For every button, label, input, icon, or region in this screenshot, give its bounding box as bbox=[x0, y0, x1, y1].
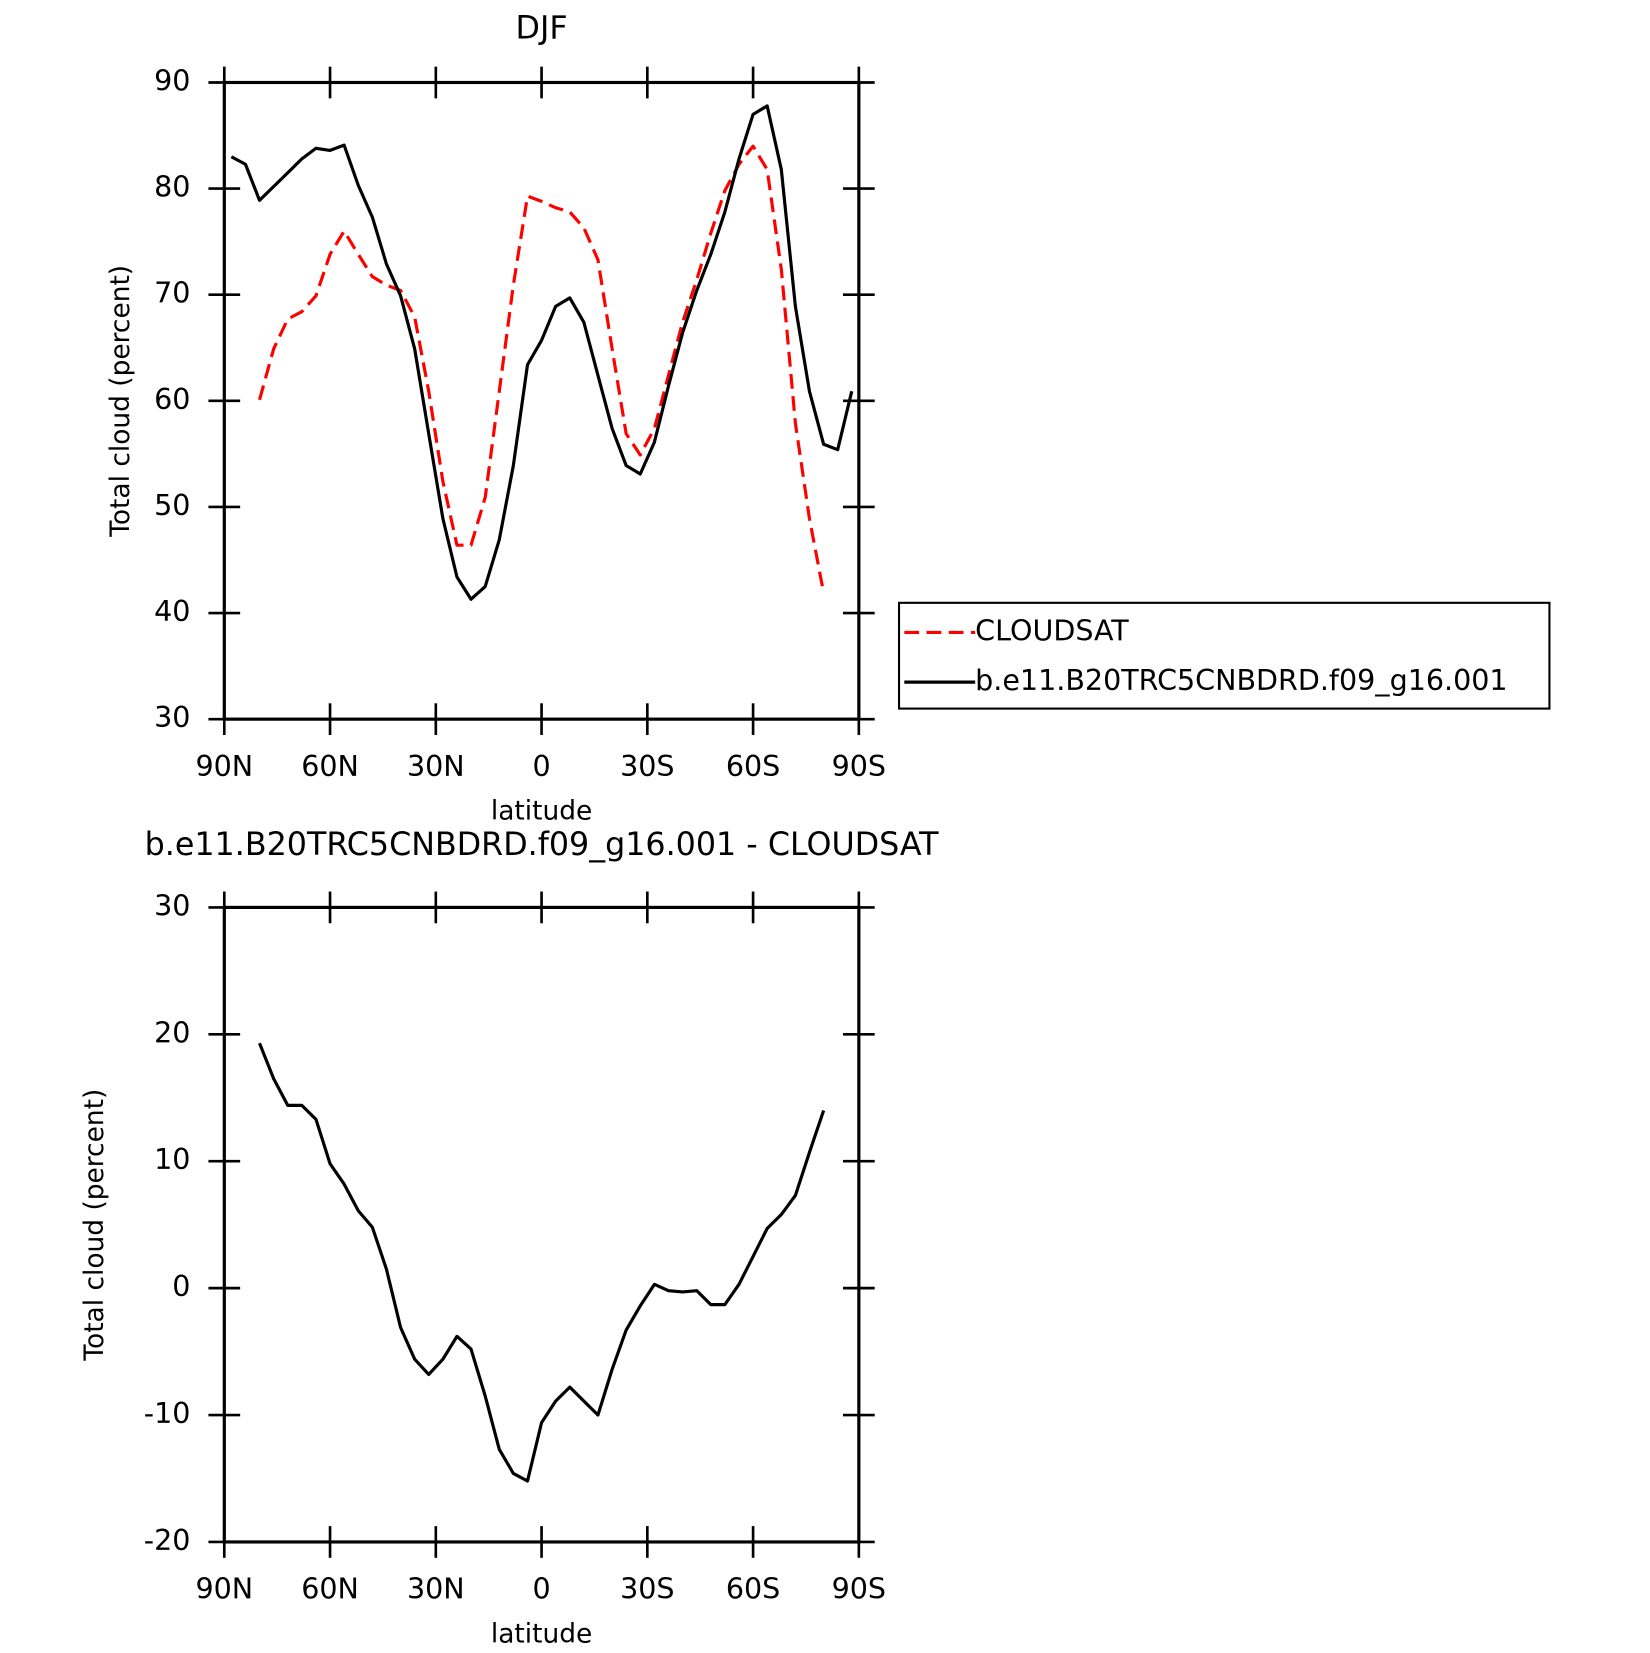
y-tick-label: 40 bbox=[154, 594, 190, 628]
data-line bbox=[258, 1042, 826, 1483]
x-tick-label: 30N bbox=[407, 749, 465, 783]
x-tick-label: 60S bbox=[726, 749, 780, 783]
y-tick-label: 60 bbox=[154, 382, 190, 416]
x-tick-label: 60N bbox=[301, 749, 359, 783]
legend-box bbox=[897, 601, 1551, 710]
y-tick-label: 50 bbox=[154, 488, 190, 522]
x-tick-label: 30S bbox=[620, 749, 674, 783]
x-tick-label: 90S bbox=[832, 749, 886, 783]
x-tick-label: 90N bbox=[195, 1572, 253, 1606]
plot-frame bbox=[222, 80, 861, 721]
y-tick-label: 70 bbox=[154, 276, 190, 310]
y-tick-label: 20 bbox=[154, 1015, 190, 1049]
x-tick-label: 60S bbox=[726, 1572, 780, 1606]
x-axis-title: latitude bbox=[491, 796, 592, 827]
legend-label: CLOUDSAT bbox=[975, 613, 1129, 647]
y-tick-label: -20 bbox=[144, 1523, 191, 1557]
y-axis-title: Total cloud (percent) bbox=[79, 1089, 110, 1362]
y-tick-label: 30 bbox=[154, 888, 190, 922]
y-tick-label: 10 bbox=[154, 1142, 190, 1176]
x-tick-label: 0 bbox=[532, 749, 550, 783]
x-tick-label: 90N bbox=[195, 749, 253, 783]
x-tick-label: 30S bbox=[620, 1572, 674, 1606]
plot-frame bbox=[222, 905, 861, 1544]
y-tick-label: 0 bbox=[172, 1269, 190, 1303]
y-tick-label: -10 bbox=[144, 1396, 191, 1430]
chart-title: b.e11.B20TRC5CNBDRD.f09_g16.001 - CLOUDS… bbox=[145, 827, 939, 863]
chart-title: DJF bbox=[516, 11, 568, 47]
data-line bbox=[257, 144, 826, 594]
data-line bbox=[230, 104, 854, 601]
x-tick-label: 90S bbox=[832, 1572, 886, 1606]
x-tick-label: 30N bbox=[407, 1572, 465, 1606]
y-tick-label: 80 bbox=[154, 170, 190, 204]
x-tick-label: 60N bbox=[301, 1572, 359, 1606]
y-tick-label: 90 bbox=[154, 63, 190, 97]
y-axis-title: Total cloud (percent) bbox=[105, 265, 136, 538]
x-axis-title: latitude bbox=[491, 1619, 592, 1650]
legend-label: b.e11.B20TRC5CNBDRD.f09_g16.001 bbox=[975, 663, 1507, 697]
x-tick-label: 0 bbox=[532, 1572, 550, 1606]
y-tick-label: 30 bbox=[154, 700, 190, 734]
